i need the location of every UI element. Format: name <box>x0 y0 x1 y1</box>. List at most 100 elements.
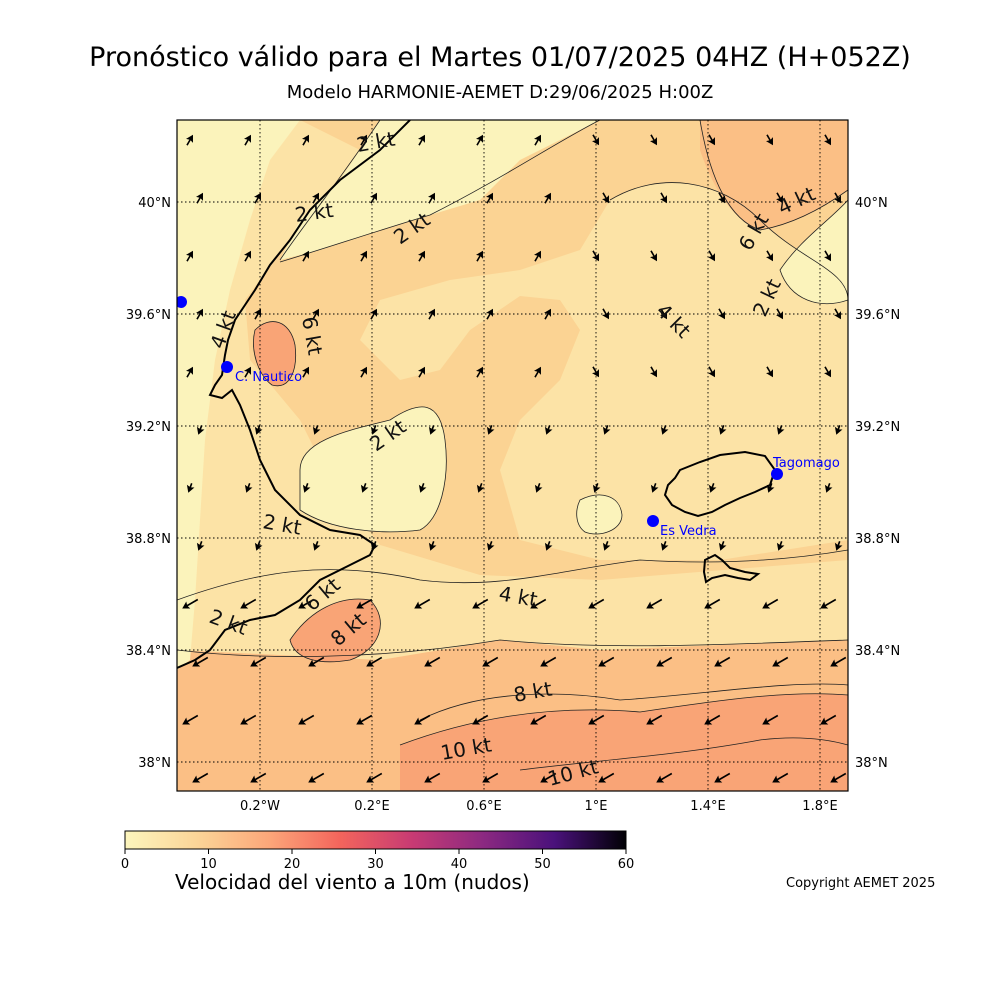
wind-arrow-icon <box>534 134 541 146</box>
wind-arrow-icon <box>588 598 605 609</box>
wind-arrow-icon <box>482 656 499 667</box>
map-title: Pronóstico válido para el Martes 01/07/2… <box>89 42 911 73</box>
coastline-mainland <box>177 120 411 669</box>
wind-arrow-icon <box>718 192 725 204</box>
wind-arrow-icon <box>370 308 377 320</box>
wind-arrow-icon <box>186 366 193 378</box>
wind-arrow-icon <box>482 772 499 783</box>
lon-label: 0.2°E <box>354 799 389 814</box>
wind-arrow-icon <box>766 250 773 262</box>
wind-arrow-icon <box>308 772 325 783</box>
wind-arrow-icon <box>428 308 435 320</box>
wind-arrow-icon <box>486 192 493 204</box>
wind-arrow-icon <box>598 772 615 783</box>
lon-label: 0.6°E <box>466 799 501 814</box>
latitude-labels-left: 40°N 39.6°N 39.2°N 38.8°N 38.4°N 38°N <box>126 196 171 771</box>
lat-label: 39.2°N <box>855 420 900 435</box>
station-label-c-nautico: C. Nautico <box>235 370 302 385</box>
wind-arrow-icon <box>418 250 425 262</box>
lon-label: 1°E <box>585 799 608 814</box>
wind-arrow-icon <box>824 250 831 262</box>
station-marker-tagomago[interactable] <box>771 468 783 480</box>
wind-arrow-icon <box>240 714 257 725</box>
wind-arrow-icon <box>766 483 775 493</box>
wind-arrow-icon <box>298 714 315 725</box>
wind-arrow-icon <box>766 366 773 378</box>
contour-2kt-island <box>576 494 623 535</box>
lon-label: 0.2°W <box>240 799 280 814</box>
wind-arrow-icon <box>196 308 203 320</box>
wind-arrow-icon <box>244 366 251 378</box>
wind-arrow-icon <box>592 366 599 378</box>
wind-arrow-icon <box>366 656 383 667</box>
wind-arrow-icon <box>602 425 611 435</box>
wind-arrow-icon <box>834 541 843 551</box>
contour-2kt-east <box>779 199 848 304</box>
lat-label: 38.4°N <box>855 644 900 659</box>
wind-arrow-icon <box>370 541 379 551</box>
colorbar-ticks: 0 10 20 30 40 50 60 <box>121 849 634 872</box>
band-light-east <box>360 182 848 560</box>
band-calm-coastal <box>177 120 300 670</box>
wind-arrow-icon <box>254 308 261 320</box>
wind-arrow-icon <box>476 250 483 262</box>
wind-arrow-icon <box>418 134 425 146</box>
wind-arrow-icon <box>544 425 553 435</box>
lat-label: 38.8°N <box>855 532 900 547</box>
station-marker-unnamed[interactable] <box>175 296 187 308</box>
wind-arrow-icon <box>534 366 541 378</box>
wind-arrow-icon <box>718 425 727 435</box>
band-strong-west <box>253 321 296 386</box>
contour-8kt-sw <box>289 598 381 663</box>
wind-arrow-icon <box>472 598 489 609</box>
wind-arrow-icon <box>486 425 495 435</box>
station-marker-es-vedra[interactable] <box>647 515 659 527</box>
contour-6kt-ne <box>699 120 848 231</box>
wind-arrow-icon <box>544 541 553 551</box>
band-calm-island <box>576 495 622 535</box>
colorbar-tick-label: 50 <box>534 857 551 872</box>
wind-arrow-icon <box>530 714 547 725</box>
lon-label: 1.4°E <box>690 799 725 814</box>
copyright-notice: Copyright AEMET 2025 <box>786 876 936 891</box>
wind-arrow-icon <box>540 656 557 667</box>
colorbar: 0 10 20 30 40 50 60 <box>121 830 634 872</box>
wind-arrow-icon <box>240 598 257 609</box>
wind-arrow-icon <box>656 772 673 783</box>
contour-6kt-west <box>253 321 296 387</box>
wind-arrow-icon <box>534 483 543 493</box>
wind-arrow-icon <box>776 192 783 204</box>
wind-arrow-icon <box>312 308 319 320</box>
wind-arrow-icon <box>424 656 441 667</box>
band-calm-north <box>280 120 600 260</box>
lat-label: 38.4°N <box>126 644 171 659</box>
wind-arrow-icon <box>244 483 253 493</box>
wind-arrow-icon <box>646 714 663 725</box>
wind-arrow-icon <box>834 425 843 435</box>
band-strong-ne <box>700 120 848 230</box>
wind-arrow-icon <box>704 598 721 609</box>
wind-arrow-icon <box>762 714 779 725</box>
band-calm-central <box>300 406 447 532</box>
wind-arrow-icon <box>472 714 489 725</box>
wind-arrow-icon <box>186 250 193 262</box>
wind-arrow-icon <box>824 483 833 493</box>
wind-arrow-icon <box>476 366 483 378</box>
wind-arrow-icon <box>824 366 831 378</box>
wind-arrow-icon <box>312 425 321 435</box>
coastline-ibiza <box>663 450 777 518</box>
wind-arrow-icon <box>708 250 715 262</box>
wind-arrow-icon <box>820 598 837 609</box>
wind-arrow-icon <box>356 714 373 725</box>
wind-arrow-icon <box>660 308 667 320</box>
wind-arrow-icon <box>424 772 441 783</box>
wind-arrow-icon <box>830 656 847 667</box>
wind-arrow-icon <box>428 541 437 551</box>
wind-arrow-icon <box>370 192 377 204</box>
contour-lines <box>177 120 848 771</box>
wind-arrow-icon <box>196 192 203 204</box>
wind-arrow-icon <box>302 134 309 146</box>
station-marker-c-nautico[interactable] <box>221 361 233 373</box>
wind-arrow-icon <box>360 366 367 378</box>
